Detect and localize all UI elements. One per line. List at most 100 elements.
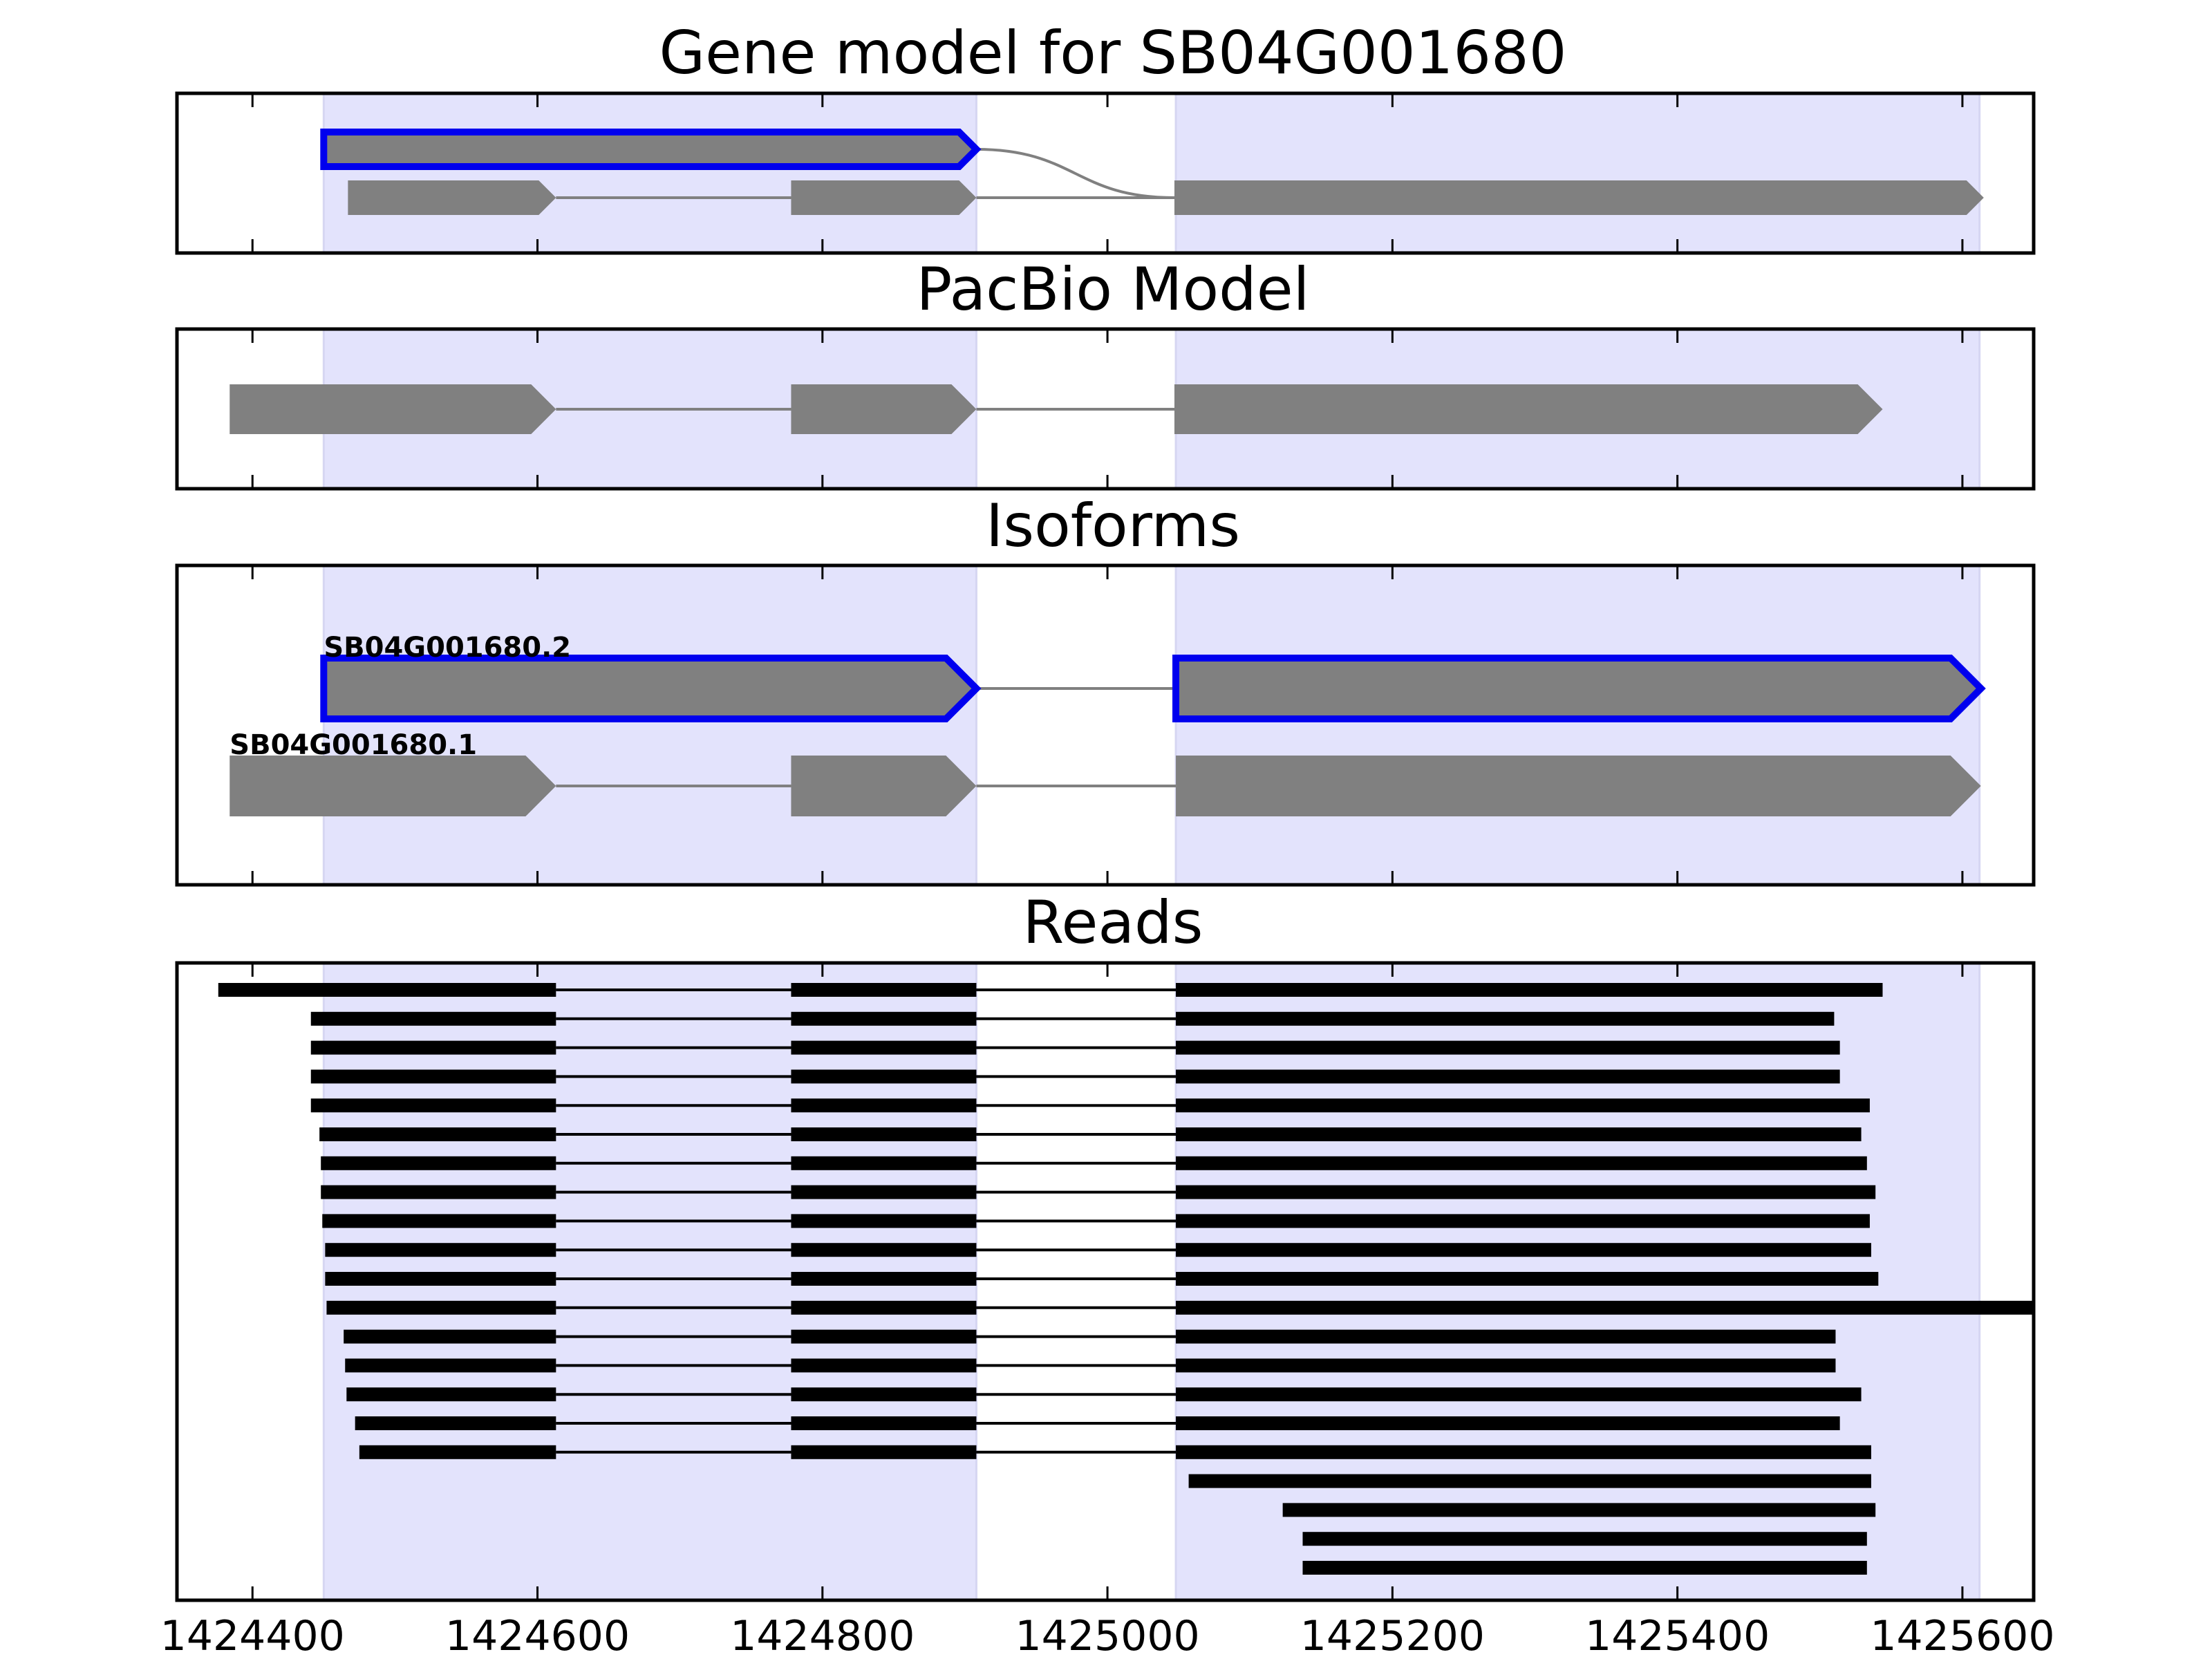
read-block-1 xyxy=(346,1387,556,1402)
x-tick-label-1424600: 1424600 xyxy=(445,1612,630,1659)
x-tick-label-1424800: 1424800 xyxy=(730,1612,915,1659)
read-block-3 xyxy=(1176,1243,1872,1257)
read-block-3 xyxy=(1176,983,1883,997)
read-11 xyxy=(325,1272,1879,1286)
read-block-1 xyxy=(326,1300,556,1315)
read-block-3 xyxy=(1176,1416,1840,1430)
read-block-2 xyxy=(791,1127,977,1141)
x-tick-label-1425200: 1425200 xyxy=(1300,1612,1485,1659)
read-block-3 xyxy=(1176,1214,1870,1228)
axes-frame xyxy=(175,563,2036,887)
axes-frame xyxy=(175,961,2036,1602)
x-tick-label-1425600: 1425600 xyxy=(1870,1612,2054,1659)
read-block-1 xyxy=(310,1098,556,1113)
x-tick-label-1425000: 1425000 xyxy=(1015,1612,1199,1659)
read-block-3 xyxy=(1176,1272,1879,1286)
read-1 xyxy=(218,983,1883,997)
read-block-2 xyxy=(791,1358,977,1373)
panel-title-isoforms: Isoforms xyxy=(986,491,1240,561)
read-block-2 xyxy=(791,983,977,997)
read-block-2 xyxy=(791,1011,977,1026)
read-block-1 xyxy=(321,1185,556,1199)
read-2 xyxy=(310,1011,1835,1026)
read-block-1 xyxy=(310,1011,556,1026)
read-block-2 xyxy=(791,1069,977,1084)
reads-panel xyxy=(175,961,2036,1602)
exon-2 xyxy=(791,384,977,434)
isoform-label: SB04G001680.1 xyxy=(229,729,477,761)
read-15 xyxy=(346,1387,1862,1402)
x-tick-label-1425400: 1425400 xyxy=(1585,1612,1770,1659)
read-block-1 xyxy=(322,1214,556,1228)
read-block-1 xyxy=(359,1445,556,1459)
read-block-2 xyxy=(791,1243,977,1257)
read-block-2 xyxy=(791,1300,977,1315)
read-block-2 xyxy=(791,1098,977,1113)
read-block-3 xyxy=(1176,1329,1836,1344)
axes-frame xyxy=(175,91,2036,255)
x-tick-label-1424400: 1424400 xyxy=(160,1612,345,1659)
read-block-1 xyxy=(310,1069,556,1084)
read-17 xyxy=(359,1445,1872,1459)
read-block-1 xyxy=(345,1358,556,1373)
shaded-region-1 xyxy=(322,92,977,254)
read-16 xyxy=(355,1416,1840,1430)
read-block-3 xyxy=(1176,1358,1836,1373)
read-10 xyxy=(325,1243,1872,1257)
read-block-2 xyxy=(791,1272,977,1286)
exon-1 xyxy=(348,180,556,215)
read-7 xyxy=(321,1156,1867,1170)
read-block-1 xyxy=(321,1156,556,1170)
read-4 xyxy=(310,1069,1840,1084)
read-14 xyxy=(345,1358,1836,1373)
read-block-3 xyxy=(1176,1300,2034,1315)
read-block-1 xyxy=(218,983,556,997)
read-block-3 xyxy=(1176,1098,1870,1113)
read-12 xyxy=(326,1300,2034,1315)
panel-title-reads: Reads xyxy=(1023,888,1203,957)
read-13 xyxy=(344,1329,1836,1344)
read-block-1 xyxy=(325,1243,556,1257)
read-block-1 xyxy=(1302,1561,1867,1575)
read-block-3 xyxy=(1176,1387,1862,1402)
read-block-3 xyxy=(1176,1040,1840,1055)
exon-1 xyxy=(229,384,556,434)
read-20 xyxy=(1302,1532,1867,1546)
read-block-2 xyxy=(791,1185,977,1199)
highlighted-exon-1 xyxy=(320,655,982,722)
read-8 xyxy=(321,1185,1876,1199)
reads-group xyxy=(218,983,2034,1575)
exon-1 xyxy=(229,756,556,816)
gene-model-panel xyxy=(175,91,2036,255)
read-18 xyxy=(1188,1474,1872,1488)
read-block-1 xyxy=(319,1127,556,1141)
read-block-2 xyxy=(791,1387,977,1402)
read-block-3 xyxy=(1176,1156,1867,1170)
read-block-1 xyxy=(310,1040,556,1055)
axes-frame xyxy=(175,327,2036,491)
read-block-1 xyxy=(1282,1503,1876,1517)
panel-title-gene-model: Gene model for SB04G001680 xyxy=(659,19,1567,88)
read-block-2 xyxy=(791,1416,977,1430)
read-block-3 xyxy=(1176,1185,1876,1199)
read-block-3 xyxy=(1176,1069,1840,1084)
highlighted-exon-2 xyxy=(1172,655,1986,722)
read-block-3 xyxy=(1176,1445,1872,1459)
read-block-2 xyxy=(791,1329,977,1344)
exon-3 xyxy=(1176,756,1981,816)
read-block-2 xyxy=(791,1040,977,1055)
read-block-1 xyxy=(325,1272,556,1286)
pacbio-model-panel xyxy=(175,327,2036,491)
junction-curve xyxy=(976,148,1174,199)
exon-3 xyxy=(1174,180,1984,215)
exon-2 xyxy=(791,180,977,215)
read-block-2 xyxy=(791,1214,977,1228)
read-block-3 xyxy=(1176,1011,1835,1026)
exon-3 xyxy=(1174,384,1883,434)
exon-2 xyxy=(791,756,977,816)
panel-title-pacbio-model: PacBio Model xyxy=(916,255,1309,324)
read-block-1 xyxy=(344,1329,556,1344)
read-9 xyxy=(322,1214,1870,1228)
read-block-3 xyxy=(1176,1127,1862,1141)
